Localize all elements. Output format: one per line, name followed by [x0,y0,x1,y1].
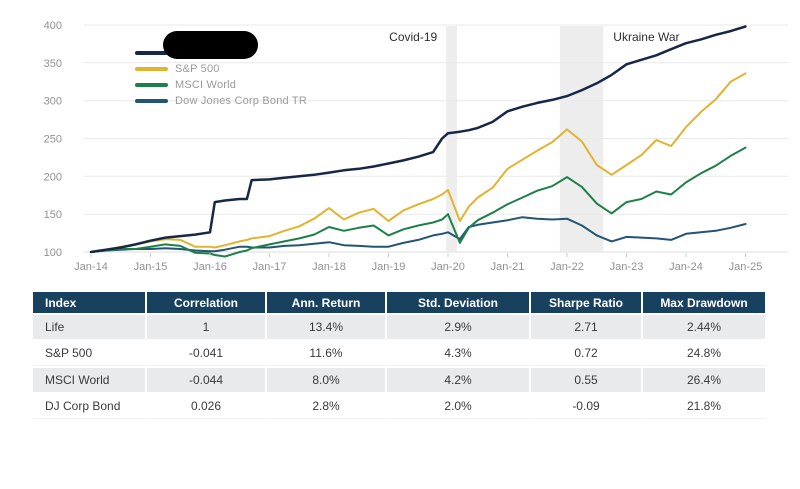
table-cell: S&P 500 [33,341,145,366]
table-cell: 26.4% [643,368,765,392]
x-tick-label: Jan-22 [550,261,584,273]
y-tick-label: 400 [44,20,62,32]
annotation-covid-19: Covid-19 [389,30,437,44]
y-tick-label: 300 [44,96,62,108]
table-cell: 13.4% [267,315,385,339]
legend-item-dj-corp-bond: Dow Jones Corp Bond TR [135,93,307,109]
table-row-s-p-500: S&P 500 -0.041 11.6% 4.3% 0.72 24.8% [33,341,767,366]
series-line-dj-corp-bond [90,216,747,253]
table-header-cell: Sharpe Ratio [531,292,641,313]
table-cell: 11.6% [267,341,385,366]
table-cell: 2.44% [643,315,765,339]
x-tick-label: Jan-23 [610,261,644,273]
x-tick-label: Jan-17 [253,261,287,273]
table-cell: 0.026 [147,394,265,419]
redacted-legend-label [163,31,258,59]
table-cell: MSCI World [33,368,145,392]
annotation-ukraine-war: Ukraine War [613,30,679,44]
legend-label-dj-corp-bond: Dow Jones Corp Bond TR [175,95,307,107]
table-cell: 24.8% [643,341,765,366]
table-cell: 2.9% [387,315,529,339]
table-cell: DJ Corp Bond [33,394,145,419]
table-cell: 4.2% [387,368,529,392]
event-band-ukraine-war [559,26,604,252]
y-tick-label: 200 [44,171,62,183]
x-tick-label: Jan-19 [372,261,406,273]
table-header-row: Index Correlation Ann. Return Std. Deviatio… [33,292,767,313]
legend-label-sp500: S&P 500 [175,63,220,75]
table-header-cell: Index [33,292,145,313]
table-row-msci-world: MSCI World -0.044 8.0% 4.2% 0.55 26.4% [33,368,767,392]
legend-line-swatch-sp500 [135,67,168,71]
x-tick-label: Jan-16 [193,261,227,273]
series-line-life [89,25,747,254]
line-chart-canvas: Covid-19 Ukraine War Jan-14 Jan-15 Jan-16 Jan… [44,20,788,273]
x-tick-label: Jan-18 [312,261,346,273]
table-cell: -0.041 [147,341,265,366]
table-cell: 2.8% [267,394,385,419]
y-tick-label: 100 [44,247,62,259]
y-tick-label: 150 [44,209,62,221]
table-cell: 0.55 [531,368,641,392]
table-row-life: Life 1 13.4% 2.9% 2.71 2.44% [33,315,767,339]
legend-item-sp500: S&P 500 [135,61,307,77]
legend-line-swatch-life [135,51,168,55]
table-cell: 8.0% [267,368,385,392]
x-tick-label: Jan-24 [669,261,703,273]
x-tick-label: Jan-25 [729,261,763,273]
event-band-covid-19 [446,26,457,252]
legend-line-swatch-msci-world [135,83,168,87]
x-tick-label: Jan-15 [134,261,168,273]
chart-legend: S&P 500 MSCI World Dow Jones Corp Bond T… [135,45,307,109]
table-cell: 1 [147,315,265,339]
table-row-dj-corp-bond: DJ Corp Bond 0.026 2.8% 2.0% -0.09 21.8% [33,394,767,419]
x-tick-label: Jan-14 [74,261,108,273]
table-header-cell: Correlation [147,292,265,313]
table-cell: 0.72 [531,341,641,366]
y-tick-label: 350 [44,58,62,70]
x-tick-label: Jan-20 [431,261,465,273]
table-cell: Life [33,315,145,339]
series-line-s-p-500 [90,72,747,253]
legend-item-msci-world: MSCI World [135,77,307,93]
table-header-cell: Std. Deviation [387,292,529,313]
table-cell: 4.3% [387,341,529,366]
table-cell: 21.8% [643,394,765,419]
legend-line-swatch-dj-corp-bond [135,99,168,103]
table-cell: -0.09 [531,394,641,419]
table-cell: -0.044 [147,368,265,392]
legend-item-life [135,45,307,61]
table-header-cell: Ann. Return [267,292,385,313]
index-performance-chart: Covid-19 Ukraine War Jan-14 Jan-15 Jan-16 Jan… [44,20,788,273]
y-tick-label: 250 [44,134,62,146]
legend-label-msci-world: MSCI World [175,79,237,91]
statistics-table: Index Correlation Ann. Return Std. Deviatio… [33,292,767,421]
table-cell: 2.71 [531,315,641,339]
table-cell: 2.0% [387,394,529,419]
table-header-cell: Max Drawdown [643,292,765,313]
x-tick-label: Jan-21 [491,261,525,273]
